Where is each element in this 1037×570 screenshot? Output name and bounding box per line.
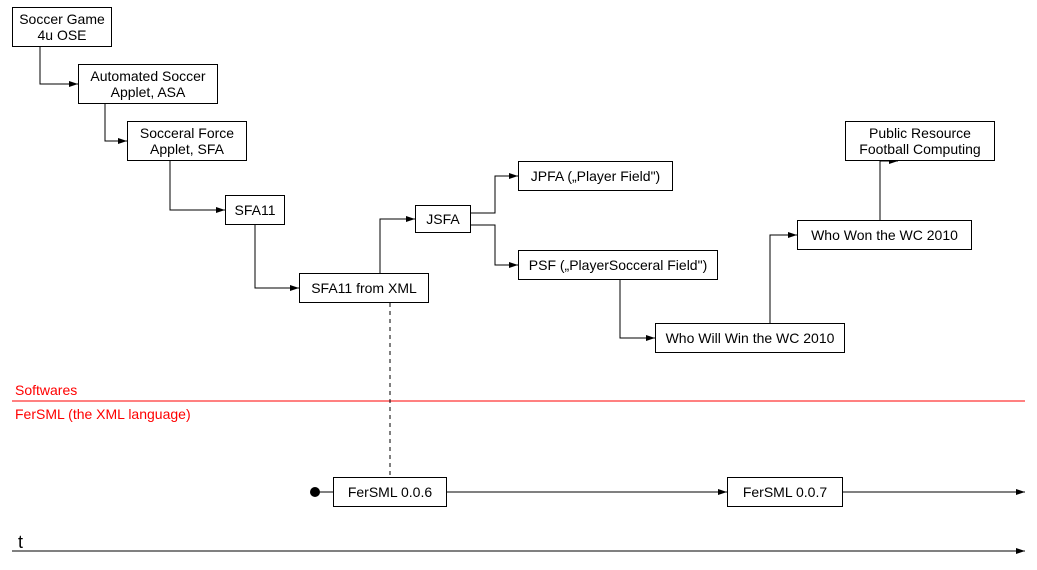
section-label-softwares: Softwares (15, 382, 77, 398)
node-label: FerSML 0.0.6 (348, 484, 432, 500)
node-label: FerSML 0.0.7 (743, 484, 827, 500)
node-soccer-game-4u-ose: Soccer Game 4u OSE (12, 7, 112, 47)
node-socceral-force-applet: Socceral Force Applet, SFA (127, 121, 247, 161)
node-label: Socceral Force Applet, SFA (140, 125, 234, 157)
node-label: Automated Soccer Applet, ASA (90, 68, 205, 100)
node-automated-soccer-applet: Automated Soccer Applet, ASA (78, 64, 218, 104)
node-public-resource-football-computing: Public Resource Football Computing (845, 121, 995, 161)
node-label: SFA11 from XML (311, 280, 417, 296)
node-label: Who Won the WC 2010 (811, 227, 958, 243)
node-jsfa: JSFA (415, 205, 471, 233)
node-label: Public Resource Football Computing (859, 125, 980, 157)
axis-label-t: t (18, 532, 23, 553)
node-who-won-wc-2010: Who Won the WC 2010 (797, 220, 972, 250)
node-jpfa: JPFA („Player Field") (518, 161, 673, 191)
node-fersml-007: FerSML 0.0.7 (727, 477, 843, 507)
diagram-stage: Soccer Game 4u OSE Automated Soccer Appl… (0, 0, 1037, 570)
section-label-fersml: FerSML (the XML language) (15, 406, 191, 422)
node-who-will-win-wc-2010: Who Will Win the WC 2010 (655, 323, 845, 353)
node-label: Soccer Game 4u OSE (19, 11, 105, 43)
node-sfa11: SFA11 (225, 195, 285, 225)
node-fersml-006: FerSML 0.0.6 (333, 477, 447, 507)
node-label: JSFA (426, 211, 459, 227)
node-label: PSF („PlayerSocceral Field") (529, 257, 707, 273)
node-label: Who Will Win the WC 2010 (666, 330, 835, 346)
node-psf: PSF („PlayerSocceral Field") (518, 250, 718, 280)
node-sfa11-from-xml: SFA11 from XML (299, 273, 429, 303)
node-label: SFA11 (235, 202, 276, 218)
node-label: JPFA („Player Field") (531, 168, 660, 184)
